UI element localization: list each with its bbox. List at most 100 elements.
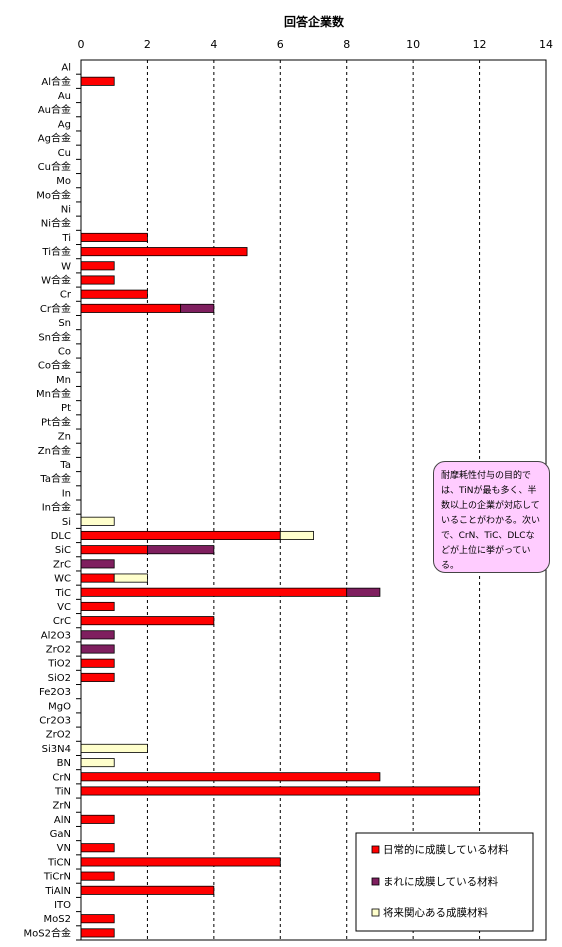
category-label: Mn合金 (36, 387, 71, 400)
category-label: Si3N4 (42, 744, 71, 755)
category-label: TiCrN (43, 872, 71, 883)
bar (80, 516, 115, 526)
category-label: Ti (61, 233, 71, 244)
category-label: Al (61, 63, 71, 74)
x-tick-label: 0 (78, 38, 85, 51)
category-label: W (61, 261, 71, 272)
category-label: Sn合金 (38, 330, 71, 343)
x-tick-label: 10 (406, 38, 420, 51)
category-label: BN (57, 758, 71, 769)
bar (80, 247, 248, 257)
category-label: Ta (59, 460, 71, 471)
bar (80, 587, 348, 597)
category-label: Ti合金 (41, 245, 71, 258)
category-label: Mo合金 (36, 188, 71, 201)
category-label: MoS2 (44, 914, 71, 925)
category-label: Mn (56, 375, 71, 386)
category-label: Zn (58, 432, 71, 443)
category-label: Fe2O3 (39, 687, 71, 698)
bar (80, 559, 115, 569)
x-tick-label: 12 (473, 38, 487, 51)
bar (346, 587, 381, 597)
category-label: Pt合金 (41, 415, 71, 428)
bar (147, 545, 215, 555)
legend-swatch (371, 877, 380, 886)
bar (80, 772, 381, 782)
bar (80, 232, 148, 242)
category-label: Ta合金 (39, 472, 71, 485)
category-label: W合金 (41, 274, 71, 287)
category-label: MgO (48, 701, 71, 712)
category-label: AlN (54, 815, 71, 826)
category-label: ITO (54, 900, 71, 911)
category-label: TiC (54, 588, 71, 599)
bar (80, 857, 281, 867)
bar (80, 289, 148, 299)
legend-label: 日常的に成膜している材料 (383, 843, 509, 856)
category-label: TiN (54, 786, 71, 797)
category-label: Cu (58, 148, 71, 159)
category-label: Mo (56, 176, 71, 187)
category-labels: AlAl合金AuAu合金AgAg合金CuCu合金MoMo合金NiNi合金TiTi… (24, 63, 81, 941)
category-label: In (62, 488, 71, 499)
bar (279, 530, 314, 540)
category-label: Pt (61, 403, 71, 414)
category-label: Au合金 (38, 103, 71, 116)
bar (80, 303, 182, 313)
category-label: WC (54, 574, 71, 585)
x-tick-label: 4 (210, 38, 217, 51)
category-label: Co (58, 346, 71, 357)
bar (80, 601, 115, 611)
bar (80, 76, 115, 86)
category-label: In合金 (42, 501, 71, 514)
x-tick-label: 14 (539, 38, 553, 51)
category-label: Zn合金 (38, 444, 71, 457)
category-label: Al2O3 (41, 630, 71, 641)
category-label: CrC (53, 616, 71, 627)
x-tick-label: 8 (343, 38, 350, 51)
chart-title: 回答企業数 (284, 14, 345, 29)
category-label: TiAlN (44, 886, 71, 897)
annotation-note: 耐摩耗性付与の目的では、TiNが最も多く、半数以上の企業が対応していることがわか… (433, 461, 550, 573)
bar (80, 758, 115, 768)
category-label: Cr合金 (40, 302, 71, 315)
category-label: Sn (58, 318, 71, 329)
category-label: Au (58, 91, 71, 102)
bar (80, 871, 115, 881)
bar (80, 616, 215, 626)
category-label: Ag合金 (38, 132, 71, 145)
bar (80, 843, 115, 853)
bar (80, 261, 115, 271)
category-label: CrN (52, 772, 71, 783)
category-label: Al合金 (41, 75, 71, 88)
category-label: Ni (61, 205, 71, 216)
category-label: Cu合金 (38, 160, 71, 173)
category-label: SiC (55, 545, 71, 556)
bar (80, 545, 148, 555)
bar (80, 672, 115, 682)
bars (80, 76, 480, 938)
category-label: VC (57, 602, 71, 613)
gridlines (146, 60, 481, 940)
category-label: ZrO2 (46, 645, 71, 656)
bar (80, 885, 215, 895)
category-label: Ni合金 (41, 217, 71, 230)
x-tick-label: 2 (144, 38, 151, 51)
x-tick-label: 6 (277, 38, 284, 51)
bar (80, 573, 115, 583)
category-label: TiO2 (47, 659, 71, 670)
legend-swatch (371, 908, 380, 917)
category-label: Cr2O3 (39, 716, 71, 727)
bar (113, 573, 148, 583)
category-label: SiO2 (48, 673, 71, 684)
bar (80, 275, 115, 285)
category-label: Si (62, 517, 71, 528)
category-label: MoS2合金 (24, 926, 71, 939)
category-label: ZrO2 (46, 730, 71, 741)
category-label: Cr (60, 290, 72, 301)
category-label: Co合金 (38, 359, 71, 372)
bar (80, 743, 148, 753)
bar (180, 303, 215, 313)
category-label: Ag (58, 119, 71, 130)
